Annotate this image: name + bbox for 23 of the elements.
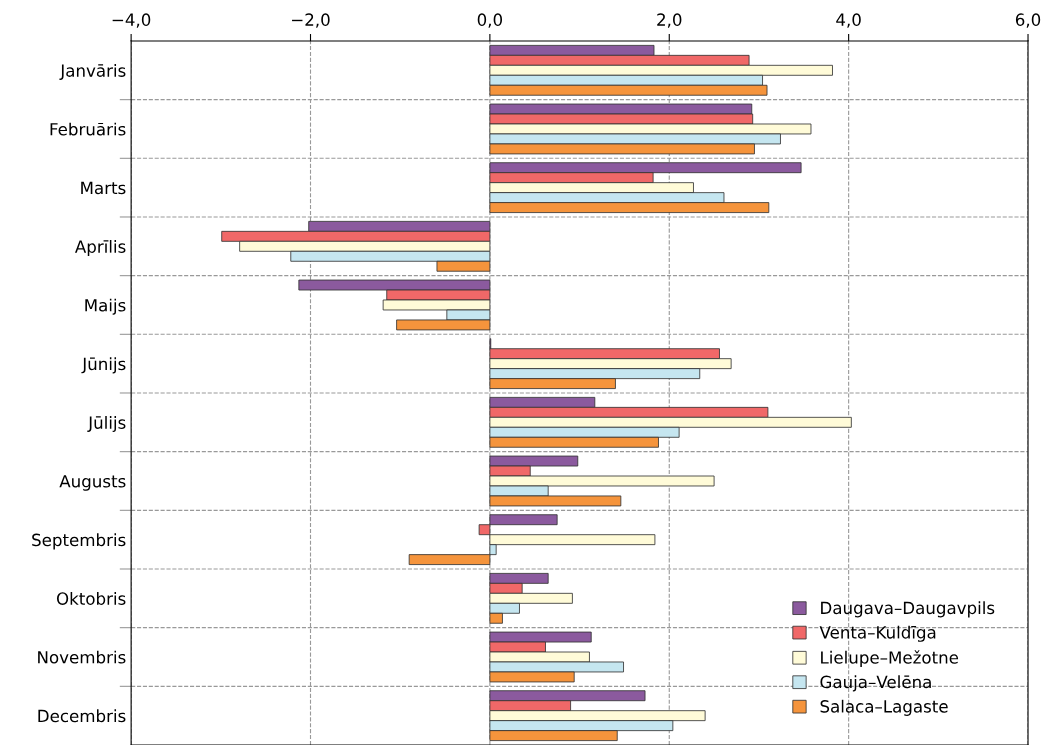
x-tick-label: 0,0 (477, 13, 503, 28)
x-tick-label: 6,0 (1015, 13, 1041, 28)
x-tick-label: −4,0 (112, 13, 151, 28)
y-tick-label: Aprīlis (74, 239, 126, 257)
x-tick-label: −2,0 (292, 13, 330, 28)
x-tick-label: 2,0 (657, 13, 682, 28)
legend-label: Lielupe–Mežotne (821, 650, 959, 667)
legend-label: Venta–Kuldīga (819, 625, 936, 642)
y-tick-label: Janvāris (59, 63, 126, 80)
y-tick-label: Novembris (38, 650, 126, 664)
y-tick-label: Februāris (50, 122, 126, 136)
y-tick-label: Jūlijs (87, 415, 126, 433)
legend-label: Salaca–Lagaste (820, 699, 948, 716)
legend-label: Daugava–Daugavpils (821, 601, 995, 618)
y-tick-label: Decembris (38, 709, 126, 723)
y-tick-label: Marts (81, 181, 126, 195)
y-tick-label: Maijs (85, 298, 126, 315)
x-tick-label: 4,0 (836, 13, 861, 28)
y-tick-label: Jūnijs (81, 357, 126, 374)
y-tick-label: Oktobris (56, 592, 126, 605)
y-tick-label: Septembris (32, 533, 126, 550)
legend-label: Gauja–Velēna (820, 675, 931, 692)
y-tick-label: Augusts (59, 475, 126, 491)
